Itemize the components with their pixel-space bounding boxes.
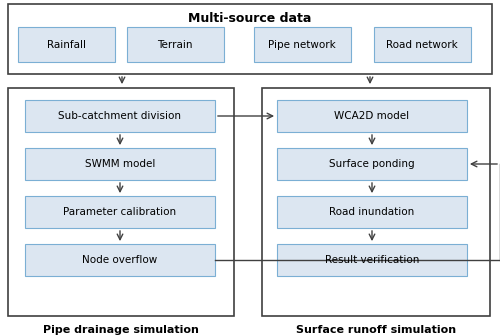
Bar xyxy=(277,100,467,132)
Bar xyxy=(25,100,215,132)
Text: Pipe drainage simulation: Pipe drainage simulation xyxy=(43,325,199,335)
Text: Parameter calibration: Parameter calibration xyxy=(64,207,176,217)
Bar xyxy=(18,27,115,62)
Text: Sub-catchment division: Sub-catchment division xyxy=(58,111,182,121)
Bar xyxy=(25,148,215,180)
Text: Rainfall: Rainfall xyxy=(46,40,86,50)
Bar xyxy=(8,88,234,316)
Text: Surface runoff simulation: Surface runoff simulation xyxy=(296,325,456,335)
Text: Surface ponding: Surface ponding xyxy=(329,159,415,169)
Text: WCA2D model: WCA2D model xyxy=(334,111,409,121)
Text: Pipe network: Pipe network xyxy=(268,40,336,50)
Text: Result verification: Result verification xyxy=(325,255,419,265)
Bar xyxy=(8,4,492,74)
Text: Multi-source data: Multi-source data xyxy=(188,11,312,24)
Bar xyxy=(277,148,467,180)
Bar xyxy=(262,88,490,316)
Bar xyxy=(254,27,351,62)
Bar xyxy=(277,196,467,228)
Bar xyxy=(374,27,471,62)
Text: SWMM model: SWMM model xyxy=(85,159,155,169)
Bar xyxy=(25,244,215,276)
Bar xyxy=(277,244,467,276)
Bar xyxy=(127,27,224,62)
Text: Road network: Road network xyxy=(386,40,458,50)
Text: Road inundation: Road inundation xyxy=(330,207,414,217)
Bar xyxy=(25,196,215,228)
Text: Terrain: Terrain xyxy=(157,40,193,50)
Text: Node overflow: Node overflow xyxy=(82,255,158,265)
